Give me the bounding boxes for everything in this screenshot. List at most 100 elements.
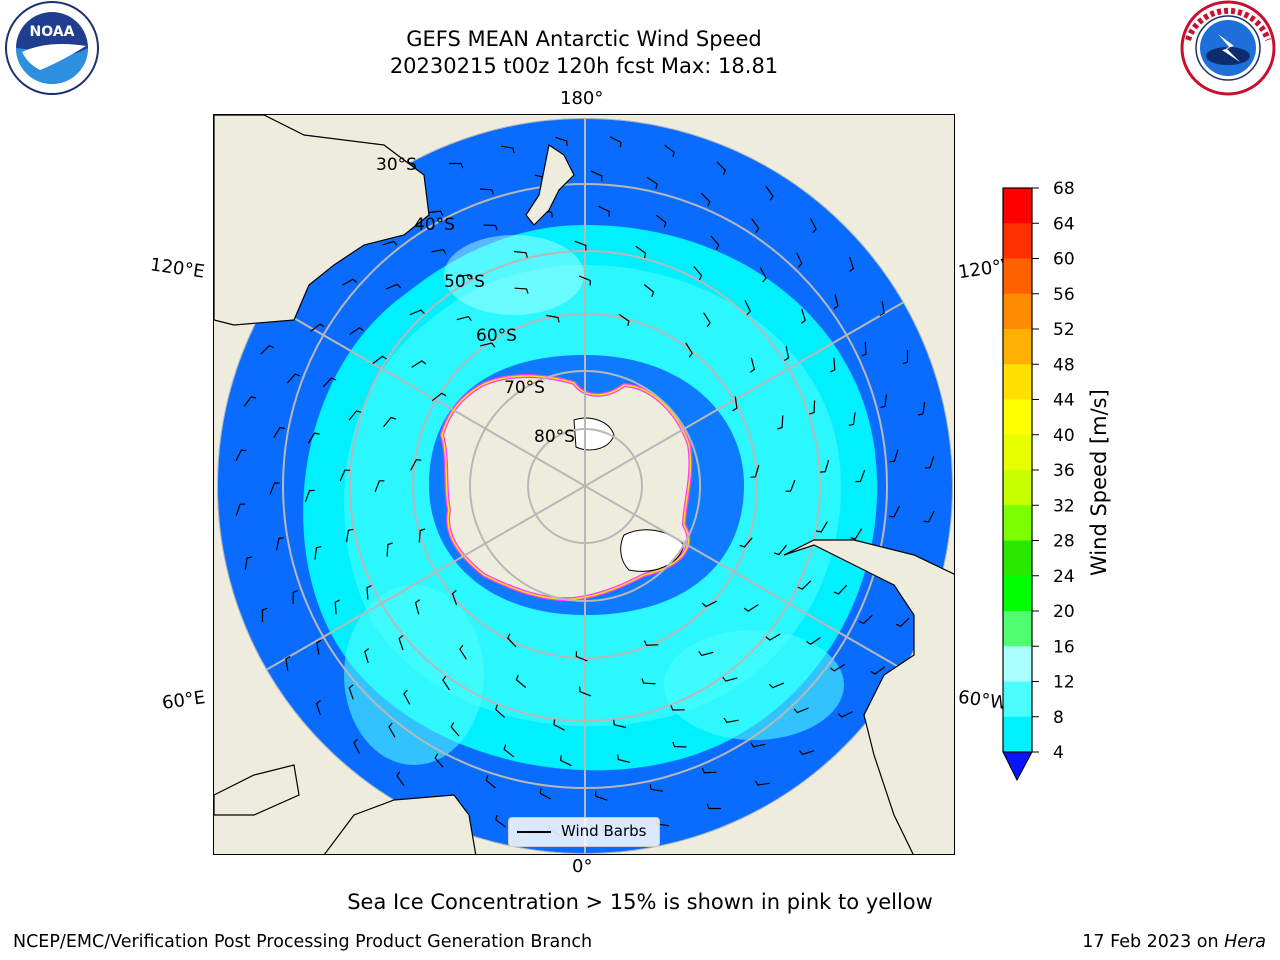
colorbar-tick-label: 32 [1053, 496, 1075, 516]
noaa-logo-icon: NOAA [5, 1, 99, 95]
wind-barb [339, 469, 350, 482]
colorbar-cell [1003, 329, 1032, 365]
wind-barb [434, 753, 444, 768]
wind-barb [410, 458, 422, 471]
wind-barb [703, 312, 711, 328]
wind-barb [364, 648, 370, 664]
wind-barb [310, 323, 325, 332]
lon-label-0: 0° [572, 856, 593, 877]
map-subtitle: 20230215 t00z 120h fcst Max: 18.81 [389, 54, 779, 78]
graticule [217, 118, 953, 854]
wind-barb [664, 144, 675, 158]
wind-barb [743, 604, 759, 612]
wind-barb [590, 170, 603, 181]
date-text: 17 Feb 2023 on [1082, 932, 1225, 952]
wind-barb [858, 614, 873, 625]
colorbar-tick-label: 56 [1053, 285, 1075, 305]
wind-barb [449, 162, 464, 169]
wind-barb [739, 537, 753, 548]
wind-barb [635, 245, 647, 259]
colorbar-cell [1003, 505, 1032, 541]
wind-barb [560, 755, 572, 767]
wind-barb [578, 275, 591, 286]
wind-barb [322, 377, 337, 388]
wind-barb [459, 644, 467, 660]
wind-barb [693, 266, 703, 281]
wind-barb [285, 655, 291, 671]
svg-text:NOAA: NOAA [30, 24, 75, 40]
wind-barb [235, 503, 246, 516]
wind-barb [816, 521, 828, 533]
wind-barb [345, 528, 354, 543]
wind-barb [698, 650, 714, 657]
wind-barb [261, 607, 268, 622]
wind-barb [759, 267, 767, 283]
wind-barb [672, 741, 687, 748]
wind-barb [501, 145, 515, 154]
wind-barb [403, 689, 411, 705]
wind-barb [923, 510, 935, 523]
colorbar-cell [1003, 611, 1032, 647]
wind-barb [450, 722, 460, 737]
wind-barb [723, 717, 739, 723]
wind-barb [244, 556, 253, 570]
wind-barb [418, 528, 426, 543]
wind-barb [750, 465, 760, 478]
wind-barb [643, 284, 655, 298]
lat-label: 80°S [534, 427, 575, 447]
wind-barb [716, 161, 727, 176]
colorbar-tick-label: 4 [1053, 743, 1064, 763]
wind-barb [411, 360, 427, 368]
wind-barb [304, 489, 315, 503]
colorbar-cell [1003, 364, 1032, 400]
colorbar-cell [1003, 540, 1032, 577]
wind-barb [383, 416, 397, 428]
polar-map: 30°S 40°S 50°S 60°S 70°S 80°S [214, 115, 954, 854]
colorbar-tick-label: 44 [1053, 391, 1075, 411]
wind-barb [307, 432, 320, 444]
wind-barb [706, 803, 721, 810]
wind-barb [902, 350, 909, 365]
lat-label: 50°S [444, 272, 485, 292]
wind-barb [798, 750, 815, 756]
wind-barb [701, 767, 717, 774]
lon-label-180: 180° [560, 88, 604, 109]
wind-barb [732, 396, 738, 412]
wind-barb [806, 637, 821, 646]
colorbar-cell [1003, 293, 1032, 330]
colorbar-tick-label: 12 [1053, 673, 1075, 693]
wind-barb [342, 278, 358, 286]
wind-barb [349, 326, 364, 335]
wind-barb [388, 722, 396, 738]
wind-barb [374, 480, 385, 493]
sea-ice-note: Sea Ice Concentration > 15% is shown in … [347, 890, 933, 914]
wind-barb [880, 394, 887, 409]
map-panel: 30°S 40°S 50°S 60°S 70°S 80°S [213, 114, 955, 855]
machine-name: Hera [1224, 932, 1266, 952]
wind-barb [273, 426, 286, 439]
wind-barb [515, 674, 527, 688]
south-america-landmass [783, 539, 954, 854]
colorbar-tick-label: 60 [1053, 250, 1075, 270]
colorbar-cell [1003, 188, 1032, 224]
wind-barb [749, 357, 756, 373]
wind-barb [382, 240, 398, 246]
colorbar-cell [1003, 470, 1032, 506]
colorbar-tick-label: 24 [1053, 567, 1075, 587]
legend-label: Wind Barbs [561, 822, 647, 840]
wind-barb [269, 482, 280, 495]
wind-barb [617, 754, 631, 763]
wind-barb [765, 186, 774, 201]
wind-barb [292, 589, 299, 605]
wind-barb [800, 308, 806, 324]
wind-barb [744, 300, 752, 316]
wind-barb [503, 744, 515, 758]
colorbar-label: Wind Speed [m/s] [1087, 389, 1111, 576]
colorbar-tick-label: 28 [1053, 532, 1075, 552]
wind-barb [495, 814, 506, 828]
wind-barb [796, 252, 803, 268]
wind-barb [773, 544, 787, 556]
wind-barb [494, 704, 506, 718]
colorbar-tick-label: 64 [1053, 214, 1075, 234]
colorbar-tick-label: 36 [1053, 461, 1075, 481]
